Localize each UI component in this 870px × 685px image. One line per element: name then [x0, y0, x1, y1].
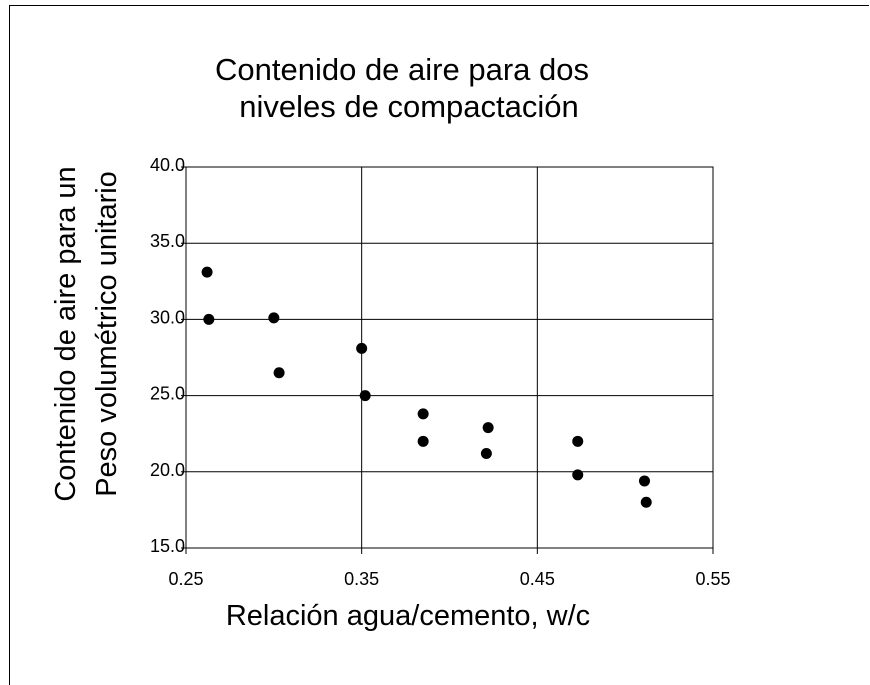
- x-tick-label-2: 0.45: [520, 569, 555, 589]
- y-tick-label-3: 30.0: [150, 307, 185, 327]
- data-point-2: [268, 312, 280, 324]
- chart-title: Contenido de aire para dos niveles de co…: [215, 52, 589, 124]
- data-point-5: [359, 390, 371, 402]
- chart-title-line-2: niveles de compactación: [239, 89, 578, 124]
- y-tick-label-4: 35.0: [150, 231, 185, 251]
- y-tick-label-5: 40.0: [150, 155, 185, 175]
- data-point-0: [201, 266, 213, 278]
- data-point-13: [640, 496, 652, 508]
- y-tick-label-2: 25.0: [150, 384, 185, 404]
- y-axis-label-line-1: Contenido de aire para un: [50, 166, 82, 501]
- y-tick-labels: 15.0 20.0 25.0 30.0 35.0 40.0: [150, 155, 186, 556]
- x-axis-label: Relación agua/cemento, w/c: [226, 600, 590, 632]
- y-axis-label: Contenido de aire para un Peso volumétri…: [50, 166, 123, 501]
- data-point-6: [417, 408, 429, 420]
- data-point-11: [572, 469, 584, 481]
- data-point-9: [480, 448, 492, 460]
- data-points: [201, 266, 652, 508]
- y-axis-label-line-2: Peso volumétrico unitario: [91, 171, 123, 497]
- data-point-4: [356, 342, 368, 354]
- x-tick-label-3: 0.55: [695, 569, 730, 589]
- data-point-8: [482, 422, 494, 434]
- chart-title-line-1: Contenido de aire para dos: [215, 52, 589, 87]
- data-point-12: [638, 475, 650, 487]
- x-tick-labels: 0.25 0.35 0.45 0.55: [168, 548, 731, 589]
- data-point-3: [273, 367, 285, 379]
- y-tick-label-0: 15.0: [150, 536, 185, 556]
- data-point-1: [203, 313, 215, 325]
- figure-frame: [9, 5, 869, 685]
- gridlines: [185, 166, 714, 549]
- plot-area: [185, 166, 714, 549]
- y-tick-label-1: 20.0: [150, 460, 185, 480]
- data-point-10: [572, 435, 584, 447]
- data-point-7: [417, 435, 429, 447]
- x-tick-label-1: 0.35: [344, 569, 379, 589]
- x-tick-label-0: 0.25: [168, 569, 203, 589]
